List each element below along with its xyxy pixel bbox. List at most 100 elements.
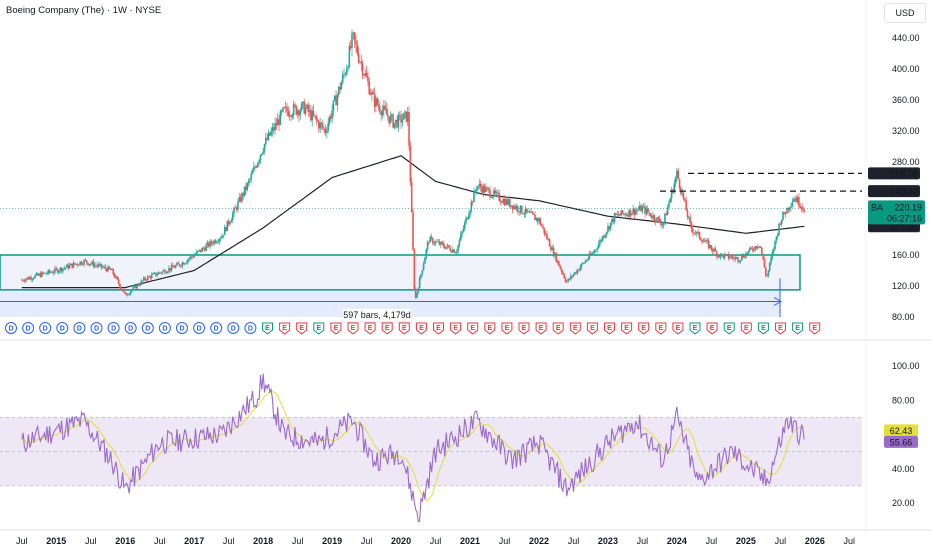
candle-body xyxy=(666,207,669,216)
candle-body xyxy=(59,267,62,272)
dividend-letter: D xyxy=(77,326,82,333)
candle-body xyxy=(547,239,550,240)
candle-body xyxy=(563,274,565,279)
candle-body xyxy=(119,283,121,288)
candle-body xyxy=(81,264,84,266)
dividend-circle xyxy=(90,322,103,334)
candle-body xyxy=(247,180,250,184)
candle-body xyxy=(217,241,219,243)
candle-body xyxy=(474,190,477,192)
dividend-letter: D xyxy=(111,326,116,333)
candle-body xyxy=(690,222,693,229)
candle-body xyxy=(331,110,333,119)
earnings-event-icon: E xyxy=(621,322,633,335)
candle-body xyxy=(548,239,551,247)
candle-body xyxy=(523,213,526,215)
candle-body xyxy=(719,253,722,258)
candle-body xyxy=(193,255,195,258)
dividend-letter: D xyxy=(231,326,236,333)
time-tick-label: Jul xyxy=(223,536,235,546)
earnings-event-icon: E xyxy=(569,322,581,335)
price-tick-label: 80.00 xyxy=(892,312,915,322)
earnings-shape xyxy=(262,322,273,335)
candle-body xyxy=(542,226,544,228)
candle-body xyxy=(235,207,238,210)
earnings-shape xyxy=(518,322,530,335)
candle-body xyxy=(154,272,157,276)
candle-body xyxy=(767,270,770,277)
candle-body xyxy=(170,265,173,271)
candle-body xyxy=(501,202,503,203)
earnings-event-icon: E xyxy=(484,322,496,335)
candle-body xyxy=(257,162,259,168)
candle-body xyxy=(409,145,412,183)
candle-body xyxy=(176,263,178,266)
candle-body xyxy=(92,261,95,267)
candle-body xyxy=(26,277,28,280)
candle-body xyxy=(446,245,449,247)
candle-body xyxy=(755,246,758,249)
earnings-event-icon: E xyxy=(809,322,821,335)
candle-body xyxy=(42,272,44,274)
dividend-circle xyxy=(39,322,52,334)
candle-body xyxy=(424,257,426,264)
price-badge-box xyxy=(868,200,925,225)
candle-body xyxy=(693,232,695,234)
price-tick-label: 400.00 xyxy=(892,64,920,74)
candle-body xyxy=(426,242,429,250)
candle-body xyxy=(589,253,592,255)
earnings-event-icon: E xyxy=(415,322,427,335)
candle-body xyxy=(105,268,108,272)
price-tick-label: 320.00 xyxy=(892,126,920,136)
candle-body xyxy=(770,257,772,264)
candle-body xyxy=(583,262,585,264)
candle-body xyxy=(573,272,576,275)
rsi-tick-label: 80.00 xyxy=(892,395,915,405)
candle-body xyxy=(575,272,577,274)
candle-body xyxy=(466,217,469,220)
candle-body xyxy=(638,205,641,210)
candle-body xyxy=(534,214,536,221)
candle-body xyxy=(254,166,256,168)
earnings-event-icon: E xyxy=(638,322,650,335)
candle-body xyxy=(733,257,735,259)
candle-body xyxy=(263,144,266,152)
currency-button[interactable]: USD xyxy=(884,3,926,23)
candle-body xyxy=(579,267,581,271)
candle-body xyxy=(697,231,699,233)
earnings-event-icon: E xyxy=(433,322,444,335)
earnings-shape xyxy=(621,322,633,335)
earnings-shape xyxy=(484,322,496,335)
candle-body xyxy=(475,189,478,191)
candle-body xyxy=(282,107,284,112)
candle-body xyxy=(665,213,668,216)
candle-body xyxy=(75,263,77,265)
earnings-letter: E xyxy=(727,325,732,332)
candle-body xyxy=(560,268,563,273)
candle-body xyxy=(96,265,99,267)
candle-body xyxy=(615,213,617,215)
candle-body xyxy=(735,257,738,259)
candle-body xyxy=(80,261,83,265)
candle-body xyxy=(132,286,134,290)
candle-body xyxy=(251,171,254,175)
candle-body xyxy=(393,122,396,128)
earnings-event-icon: E xyxy=(535,322,547,335)
candle-body xyxy=(131,289,133,292)
candle-body xyxy=(158,272,161,274)
candle-body xyxy=(363,75,365,76)
earnings-shape xyxy=(450,322,462,335)
earnings-letter: E xyxy=(778,325,783,332)
candle-body xyxy=(506,199,508,205)
candle-body xyxy=(70,263,72,266)
candle-body xyxy=(280,111,283,112)
price-label-box xyxy=(868,185,920,198)
candle-body xyxy=(337,86,340,95)
candle-body xyxy=(779,223,782,225)
candle-body xyxy=(536,217,539,222)
candle-body xyxy=(766,275,768,277)
candle-body xyxy=(457,245,459,252)
dividend-event-icon: D xyxy=(227,322,240,334)
candle-body xyxy=(698,232,701,239)
